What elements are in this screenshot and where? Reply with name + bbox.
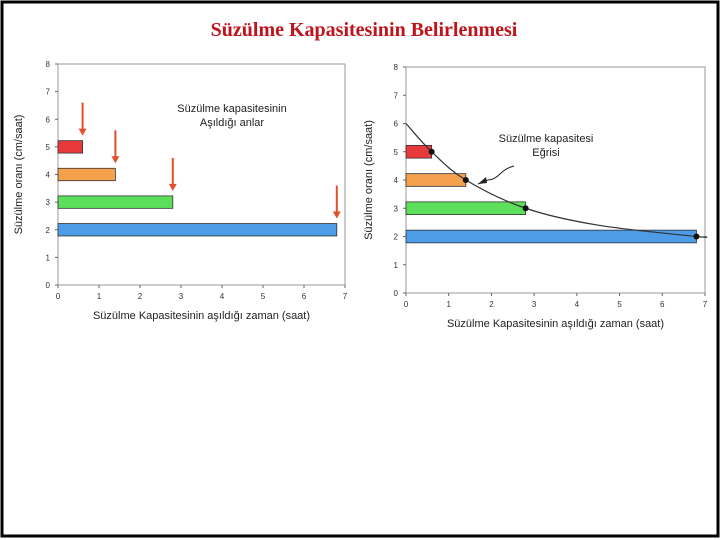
annotation: Eğrisi	[532, 147, 560, 159]
x-tick-label: 5	[261, 292, 266, 301]
y-tick-label: 5	[394, 148, 399, 157]
point	[428, 148, 435, 155]
marker-arrow-head	[78, 128, 87, 136]
marker-arrow-head	[168, 183, 177, 191]
x-tick-label: 2	[138, 292, 143, 301]
y-tick-label: 5	[46, 143, 51, 152]
bar	[57, 223, 338, 237]
x-tick-label: 0	[56, 292, 61, 301]
bar	[405, 173, 467, 187]
y-tick-label: 6	[394, 120, 399, 129]
x-tick-label: 3	[179, 292, 184, 301]
y-tick-label: 1	[394, 261, 399, 270]
x-tick-label: 5	[617, 300, 622, 309]
y-tick-label: 0	[46, 281, 51, 290]
marker-arrow-head	[332, 211, 341, 219]
y-tick-label: 4	[394, 176, 399, 185]
y-tick-label: 0	[394, 289, 399, 298]
y-tick-label: 4	[46, 171, 51, 180]
x-tick-label: 1	[97, 292, 102, 301]
bar	[57, 140, 84, 154]
y-tick-label: 6	[46, 115, 51, 124]
x-tick-label: 4	[220, 292, 225, 301]
annotation-arrow-head	[478, 177, 487, 184]
annotation-arrow	[477, 165, 515, 185]
x-tick-label: 7	[343, 292, 348, 301]
x-axis-label: Süzülme Kapasitesinin aşıldığı zaman (sa…	[93, 310, 310, 322]
y-tick-label: 7	[46, 88, 51, 97]
point	[693, 233, 700, 240]
annotation: Süzülme kapasitesinin	[177, 103, 286, 115]
point	[522, 205, 529, 212]
x-tick-label: 6	[660, 300, 665, 309]
x-tick-label: 3	[532, 300, 537, 309]
x-tick-label: 7	[703, 300, 708, 309]
x-tick-label: 2	[489, 300, 494, 309]
marker-arrow-head	[111, 156, 120, 164]
x-tick-label: 4	[575, 300, 580, 309]
y-tick-label: 2	[46, 226, 51, 235]
x-tick-label: 1	[446, 300, 451, 309]
y-tick-label: 1	[46, 253, 51, 262]
bar	[57, 167, 116, 182]
y-tick-label: 8	[394, 63, 399, 72]
slide-title: Süzülme Kapasitesinin Belirlenmesi	[211, 19, 518, 41]
y-axis-label: Süzülme oranı (cm/saat)	[363, 120, 375, 240]
y-axis-label: Süzülme oranı (cm/saat)	[13, 115, 25, 235]
y-tick-label: 3	[46, 198, 51, 207]
annotation: Süzülme kapasitesi	[499, 133, 594, 145]
annotation: Aşıldığı anlar	[200, 117, 265, 129]
x-tick-label: 0	[404, 300, 409, 309]
y-tick-label: 8	[46, 60, 51, 69]
y-tick-label: 2	[394, 233, 399, 242]
bar	[57, 195, 174, 209]
x-axis-label: Süzülme Kapasitesinin aşıldığı zaman (sa…	[447, 318, 664, 330]
x-tick-label: 6	[302, 292, 307, 301]
y-tick-label: 3	[394, 204, 399, 213]
point	[462, 177, 469, 183]
y-tick-label: 7	[394, 91, 399, 100]
bar	[405, 201, 526, 216]
